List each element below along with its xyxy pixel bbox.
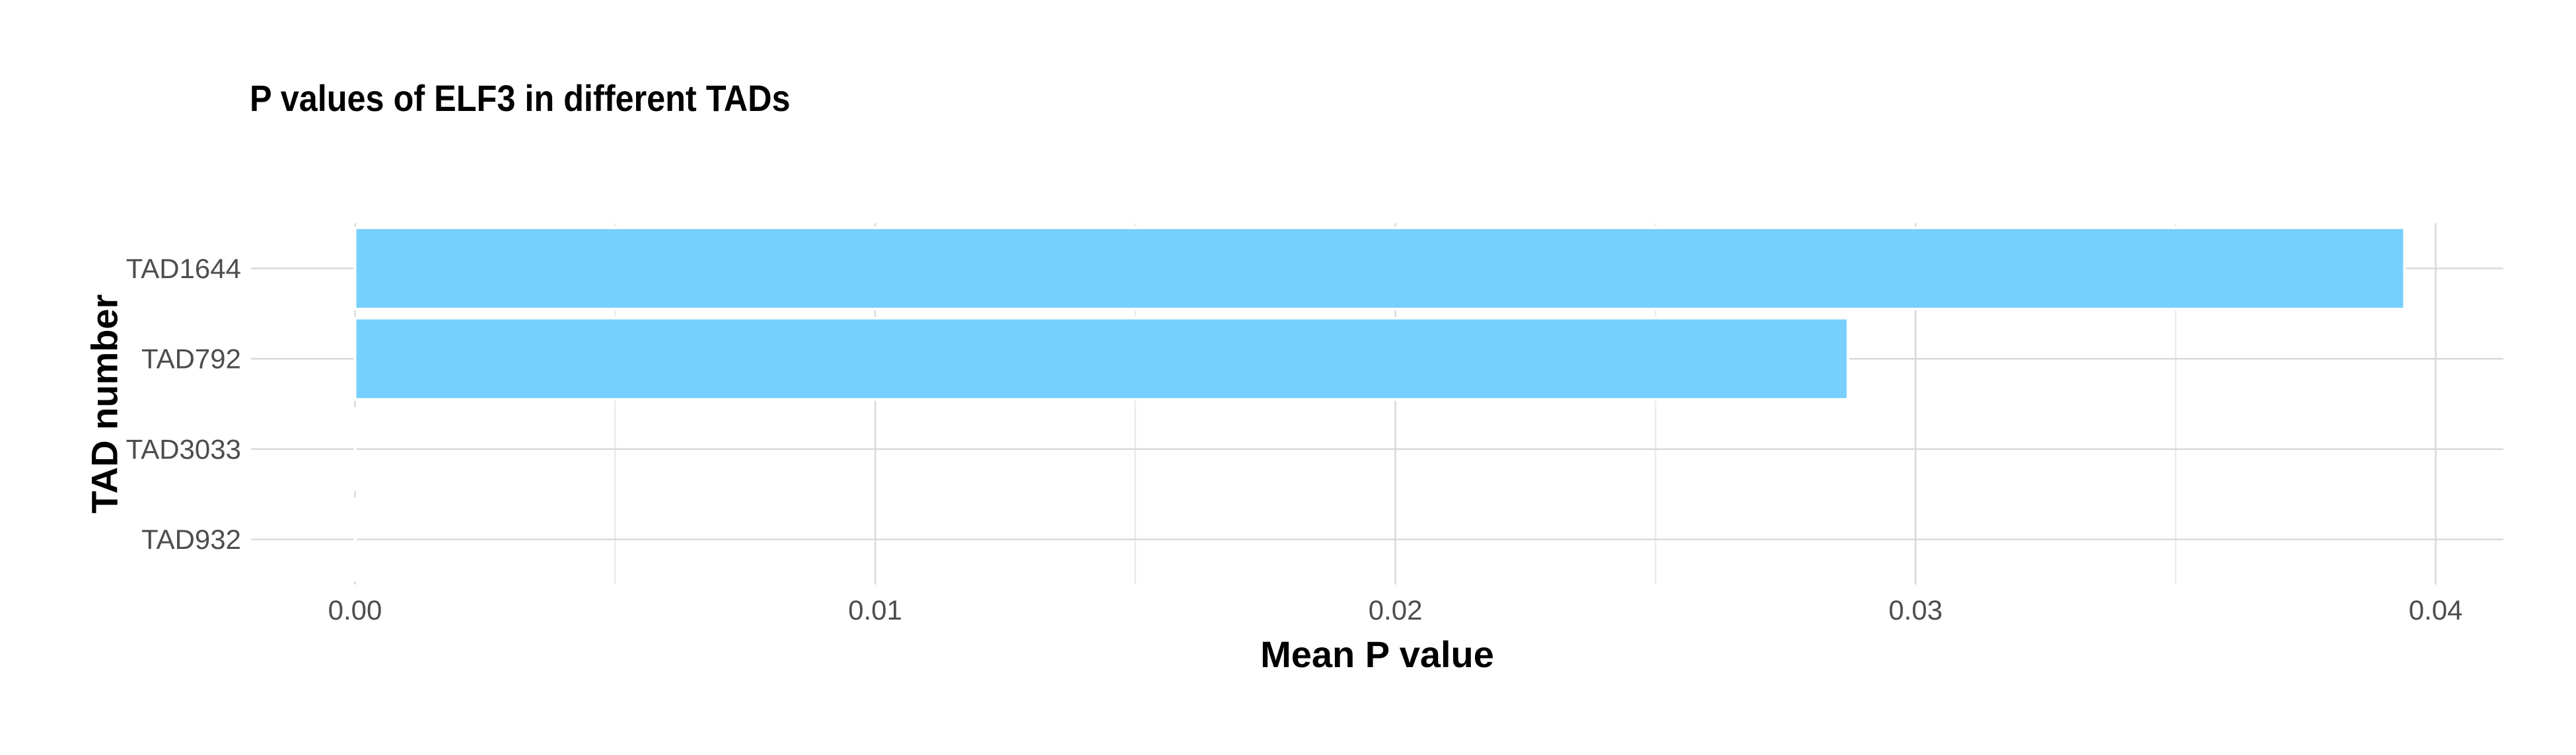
bar-tad792 bbox=[353, 316, 1849, 401]
x-tick-label-1: 0.01 bbox=[848, 594, 902, 626]
x-tick-label-4: 0.04 bbox=[2409, 594, 2463, 626]
y-axis-title: TAD number bbox=[84, 295, 125, 514]
x-tick-label-0: 0.00 bbox=[328, 594, 382, 626]
x-tick-label-2: 0.02 bbox=[1369, 594, 1423, 626]
chart-title: P values of ELF3 in different TADs bbox=[250, 79, 791, 120]
bars bbox=[353, 226, 2406, 582]
y-tick-label-tad932: TAD932 bbox=[141, 524, 241, 555]
y-tick-label-tad1644: TAD1644 bbox=[126, 253, 241, 284]
bar-tad932 bbox=[353, 497, 357, 582]
x-axis-tick-labels: 0.00 0.01 0.02 0.03 0.04 bbox=[328, 594, 2463, 626]
y-axis-tick-labels: TAD1644 TAD792 TAD3033 TAD932 bbox=[126, 253, 241, 555]
bar-tad1644 bbox=[353, 226, 2406, 310]
x-tick-label-3: 0.03 bbox=[1888, 594, 1943, 626]
y-tick-label-tad3033: TAD3033 bbox=[126, 433, 241, 464]
y-tick-label-tad792: TAD792 bbox=[141, 343, 241, 375]
bar-tad3033 bbox=[353, 407, 357, 491]
x-axis-title: Mean P value bbox=[1260, 633, 1494, 675]
